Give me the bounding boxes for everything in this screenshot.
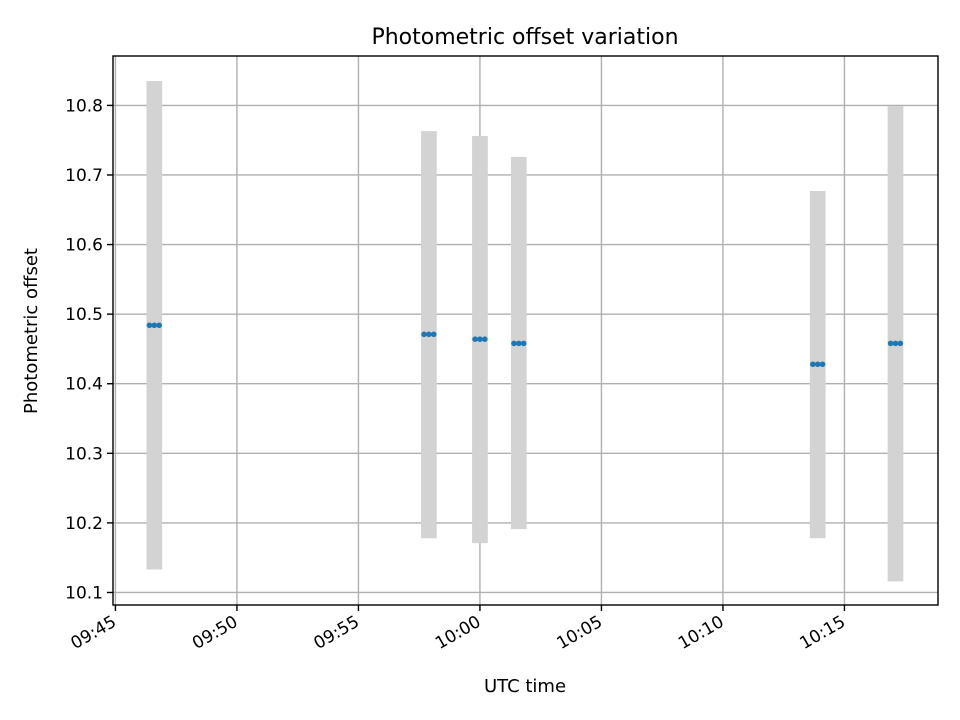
data-point bbox=[430, 331, 437, 338]
y-axis-label: Photometric offset bbox=[21, 248, 42, 414]
data-point bbox=[511, 340, 517, 347]
data-point bbox=[481, 336, 488, 342]
data-points bbox=[146, 322, 904, 368]
data-point bbox=[892, 340, 899, 347]
y-tick-label: 10.4 bbox=[65, 375, 103, 395]
y-tick-label: 10.3 bbox=[65, 444, 103, 464]
data-point bbox=[477, 336, 483, 342]
y-tick-label: 10.8 bbox=[65, 96, 103, 116]
chart-title: Photometric offset variation bbox=[371, 25, 678, 50]
data-point bbox=[887, 340, 894, 347]
data-point bbox=[520, 340, 527, 347]
x-axis-label: UTC time bbox=[484, 676, 566, 697]
y-tick-label: 10.5 bbox=[65, 305, 103, 325]
plot-frame bbox=[112, 55, 939, 606]
data-point bbox=[814, 361, 821, 368]
data-point bbox=[156, 322, 162, 329]
data-point bbox=[146, 322, 153, 329]
y-axis-ticks: 10.1 10.2 10.3 10.4 10.5 10.6 10.7 10.8 bbox=[65, 96, 113, 603]
data-point bbox=[421, 331, 427, 338]
data-point bbox=[426, 331, 432, 338]
data-point bbox=[810, 361, 816, 368]
data-point bbox=[819, 361, 826, 368]
y-tick-label: 10.6 bbox=[65, 236, 103, 256]
y-tick-label: 10.1 bbox=[65, 583, 103, 603]
y-tick-label: 10.7 bbox=[65, 166, 103, 186]
data-point bbox=[151, 322, 158, 329]
data-point bbox=[897, 340, 904, 347]
data-point bbox=[516, 340, 522, 347]
data-point bbox=[472, 336, 478, 342]
y-tick-label: 10.2 bbox=[65, 514, 103, 534]
